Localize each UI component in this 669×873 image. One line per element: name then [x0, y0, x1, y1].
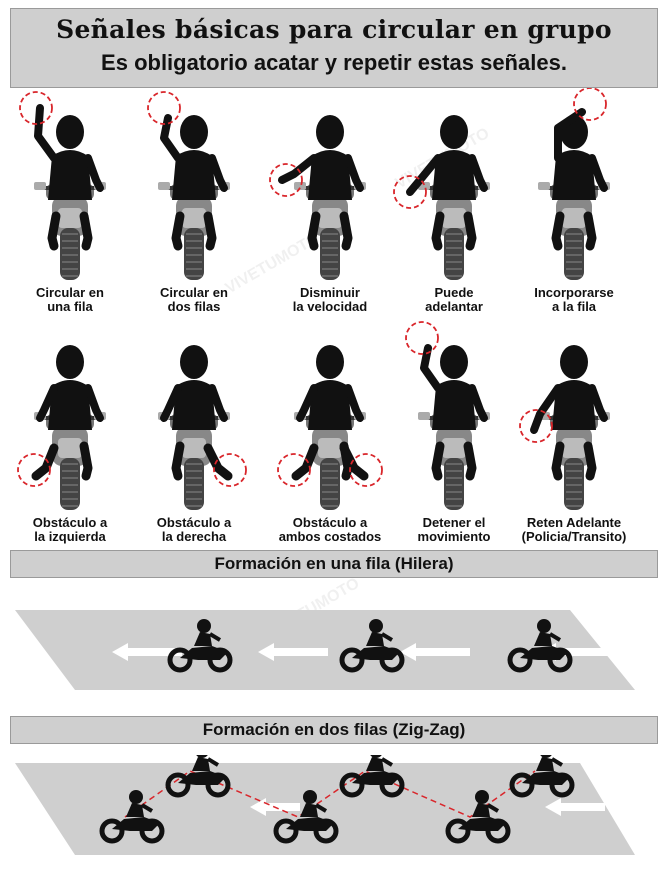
signal-row1-4: Puede adelantar: [392, 88, 516, 314]
signal-caption: Disminuir la velocidad: [268, 286, 392, 314]
motorbike-rider-icon: [99, 790, 165, 844]
caption-line2: la velocidad: [292, 299, 368, 314]
rider-illustration: [147, 91, 230, 280]
caption-line2: (Policia/Transito): [521, 529, 627, 544]
rider-illustration: [277, 345, 383, 510]
signal-caption: Obstáculo a la derecha: [132, 516, 256, 544]
section-double-file-title: Formación en dos filas (Zig-Zag): [10, 716, 658, 744]
double-file-scene: [0, 755, 669, 860]
caption-line2: una fila: [47, 299, 93, 314]
signal-row2-5: Reten Adelante (Policia/Transito): [512, 318, 636, 544]
caption-line1: Obstáculo a: [292, 515, 368, 530]
direction-arrow-icon: [112, 643, 182, 661]
signal-caption: Detener el movimiento: [392, 516, 516, 544]
signal-row1-5: Incorporarse a la fila: [512, 88, 636, 314]
caption-line1: Obstáculo a: [32, 515, 108, 530]
caption-line1: Reten Adelante: [526, 515, 622, 530]
double-file-road: [15, 755, 635, 855]
signal-caption: Incorporarse a la fila: [512, 286, 636, 314]
caption-line1: Incorporarse: [534, 285, 614, 300]
caption-line2: la derecha: [161, 529, 227, 544]
rider-illustration: [538, 88, 610, 280]
caption-line1: Puede: [434, 285, 474, 300]
rider-illustration: [393, 115, 490, 280]
single-file-scene: [0, 600, 669, 700]
motorbike-rider-icon: [339, 755, 405, 798]
motorbike-rider-icon: [339, 619, 405, 673]
caption-line2: dos filas: [167, 299, 221, 314]
direction-arrow-icon: [258, 643, 328, 661]
rider-illustration: [17, 345, 106, 510]
signal-row1-3: Disminuir la velocidad: [268, 88, 392, 314]
signal-row2-4: Detener el movimiento: [392, 318, 516, 544]
signal-caption: Reten Adelante (Policia/Transito): [512, 516, 636, 544]
motorbike-rider-icon: [509, 755, 575, 798]
single-file-road: [15, 610, 635, 690]
motorbike-rider-icon: [445, 790, 511, 844]
caption-line1: Circular en: [160, 285, 228, 300]
direction-arrow-icon: [545, 798, 605, 816]
page-title: Señales básicas para circular en grupo: [56, 15, 612, 44]
signal-row2-2: Obstáculo a la derecha: [132, 318, 256, 544]
motorbike-rider-icon: [167, 619, 233, 673]
rider-illustration: [405, 321, 490, 510]
direction-arrow-icon: [540, 643, 610, 661]
signal-row2-1: Obstáculo a la izquierda: [8, 318, 132, 544]
caption-line2: la izquierda: [34, 529, 106, 544]
section-single-file-title: Formación en una fila (Hilera): [10, 550, 658, 578]
caption-line1: Detener el: [422, 515, 486, 530]
signal-row2-3: Obstáculo a ambos costados: [268, 318, 392, 544]
motorbike-rider-icon: [165, 755, 231, 798]
signal-caption: Puede adelantar: [392, 286, 516, 314]
motorbike-rider-icon: [273, 790, 339, 844]
caption-line2: ambos costados: [278, 529, 382, 544]
rider-illustration: [19, 91, 106, 280]
caption-line2: adelantar: [425, 299, 483, 314]
signal-row1-2: Circular en dos filas: [132, 88, 256, 314]
page-subtitle: Es obligatorio acatar y repetir estas se…: [101, 50, 567, 75]
signal-caption: Circular en dos filas: [132, 286, 256, 314]
caption-line1: Circular en: [36, 285, 104, 300]
caption-line2: a la fila: [551, 299, 597, 314]
rider-illustration: [519, 345, 610, 510]
caption-line2: movimiento: [417, 529, 491, 544]
signal-caption: Obstáculo a la izquierda: [8, 516, 132, 544]
direction-arrow-icon: [400, 643, 470, 661]
signal-caption: Obstáculo a ambos costados: [268, 516, 392, 544]
caption-line1: Disminuir: [300, 285, 360, 300]
caption-line1: Obstáculo a: [156, 515, 232, 530]
signal-caption: Circular en una fila: [8, 286, 132, 314]
rider-illustration: [158, 345, 247, 510]
rider-illustration: [269, 115, 366, 280]
motorbike-rider-icon: [507, 619, 573, 673]
header-banner: Señales básicas para circular en grupo E…: [10, 8, 658, 88]
signal-row1-1: Circular en una fila: [8, 88, 132, 314]
